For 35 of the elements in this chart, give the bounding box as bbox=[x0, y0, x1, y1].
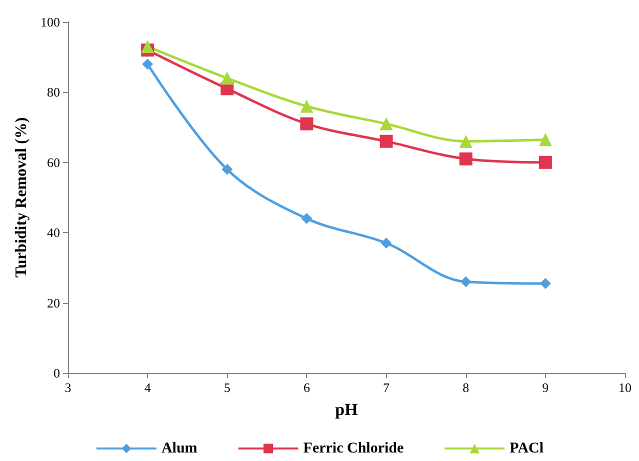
point bbox=[380, 238, 392, 249]
point bbox=[459, 152, 472, 166]
x-axis-title: pH bbox=[335, 400, 358, 419]
y-tick-label: 40 bbox=[47, 225, 60, 240]
point bbox=[460, 276, 472, 288]
x-tick-label: 4 bbox=[144, 380, 152, 395]
point bbox=[300, 117, 314, 130]
y-tick-label: 100 bbox=[40, 14, 60, 30]
x-tick-label: 10 bbox=[618, 380, 632, 395]
x-tick-label: 9 bbox=[542, 380, 549, 395]
point bbox=[301, 213, 312, 224]
x-tick-label: 7 bbox=[383, 380, 390, 395]
point bbox=[380, 134, 393, 148]
y-tick-label: 20 bbox=[47, 295, 60, 310]
point bbox=[300, 100, 314, 113]
y-tick-label: 60 bbox=[47, 154, 60, 170]
legend-label: Ferric Chloride bbox=[303, 440, 404, 456]
y-tick-label: 80 bbox=[47, 84, 60, 100]
point bbox=[380, 117, 393, 130]
legend-label: PACl bbox=[510, 440, 544, 456]
point bbox=[538, 156, 552, 169]
point bbox=[141, 40, 154, 54]
legend-label: Alum bbox=[161, 440, 198, 456]
x-tick-label: 6 bbox=[303, 380, 310, 395]
point bbox=[459, 134, 472, 148]
x-tick-label: 8 bbox=[462, 380, 470, 395]
y-axis-title: Turbidity Removal (%) bbox=[13, 117, 30, 278]
x-tick-label: 5 bbox=[224, 380, 230, 395]
x-tick-label: 3 bbox=[64, 380, 72, 395]
point bbox=[142, 58, 154, 70]
point bbox=[540, 278, 551, 289]
point bbox=[222, 164, 233, 175]
y-tick-label: 0 bbox=[54, 366, 60, 380]
point bbox=[220, 72, 234, 85]
point bbox=[538, 133, 552, 146]
